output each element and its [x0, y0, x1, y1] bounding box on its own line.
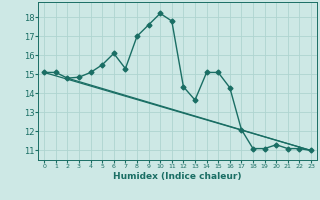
X-axis label: Humidex (Indice chaleur): Humidex (Indice chaleur) — [113, 172, 242, 181]
